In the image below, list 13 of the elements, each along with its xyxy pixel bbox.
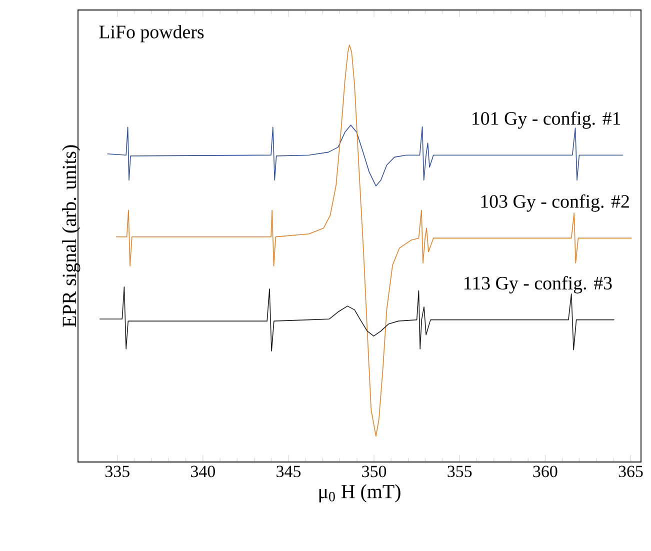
x-tick-label: 355 — [448, 466, 472, 478]
x-tick-label: 335 — [105, 466, 130, 478]
text: LiFo powders — [99, 25, 204, 42]
series-label: 101 Gy - config. #1 — [472, 111, 620, 129]
x-tick-label: 365 — [618, 466, 643, 478]
series-label: 113 Gy - config. #3 — [464, 276, 612, 294]
x-tick-label: 340 — [191, 466, 215, 478]
x-tick-label: 360 — [533, 466, 558, 478]
y-axis-title: EPR signal (arb. units) — [62, 145, 80, 328]
x-tick-label: 350 — [362, 466, 386, 478]
x-tick-label: 345 — [276, 466, 301, 478]
x-axis-title: μ$_{0}$ H (mT) — [319, 484, 400, 502]
series-label: 103 Gy - config. #2 — [481, 194, 629, 212]
